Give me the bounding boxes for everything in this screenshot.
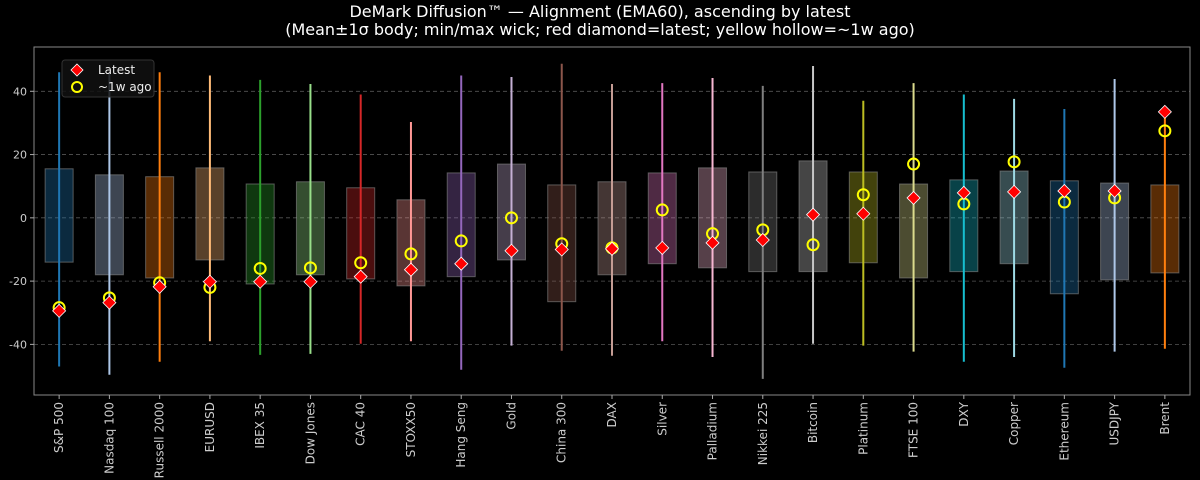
legend-latest-label: Latest	[98, 63, 135, 77]
latest-marker	[1157, 104, 1172, 119]
x-tick-label: Ethereum	[1057, 402, 1071, 461]
week-ago-marker	[504, 211, 518, 225]
box-bitcoin	[798, 65, 828, 344]
latest-marker	[353, 269, 368, 284]
box-russell-2000	[145, 72, 175, 362]
x-tick-label: S&P 500	[52, 402, 66, 453]
box-brent	[1150, 104, 1180, 349]
x-tick-label: Nasdaq 100	[102, 402, 116, 474]
latest-marker	[403, 262, 419, 277]
x-tick-label: Hang Seng	[454, 402, 468, 468]
x-tick-label: Russell 2000	[153, 402, 167, 478]
x-tick-label: Brent	[1158, 402, 1172, 435]
week-ago-marker	[253, 261, 267, 275]
x-tick-label: CAC 40	[354, 402, 368, 446]
box-dow-jones	[295, 84, 325, 354]
chart-subtitle: (Mean±1σ body; min/max wick; red diamond…	[285, 20, 915, 39]
box-eurusd	[195, 75, 225, 342]
week-ago-marker	[907, 157, 921, 171]
latest-marker	[52, 303, 67, 318]
legend-latest-marker	[70, 63, 84, 77]
latest-marker	[755, 232, 770, 248]
box-silver	[647, 83, 677, 342]
x-tick-label: USDJPY	[1108, 401, 1122, 445]
box-ethereum	[1049, 109, 1079, 368]
week-ago-marker	[404, 247, 418, 261]
x-tick-label: EURUSD	[203, 402, 217, 452]
box-nasdaq-100	[94, 72, 124, 375]
week-ago-marker	[1158, 124, 1172, 138]
latest-marker	[454, 256, 469, 271]
latest-marker	[554, 242, 569, 257]
x-tick-label: DAX	[605, 402, 619, 427]
legend-week-ago-label: ~1w ago	[98, 80, 152, 94]
x-tick-label: Silver	[655, 402, 669, 436]
box-usdjpy	[1100, 78, 1130, 352]
latest-marker	[152, 279, 167, 294]
box-platinum	[848, 100, 878, 346]
latest-marker	[504, 243, 519, 258]
box-nikkei-225	[748, 85, 778, 379]
latest-marker	[805, 207, 821, 222]
y-tick-label: 0	[20, 212, 27, 225]
y-axis: -40 -20 0 20 40	[9, 85, 34, 351]
latest-marker	[705, 235, 720, 250]
x-tick-label: China 300	[555, 402, 569, 463]
latest-marker	[303, 274, 318, 289]
latest-marker	[604, 241, 620, 256]
box-dxy	[949, 94, 979, 362]
box-ibex-35	[245, 79, 275, 355]
latest-marker	[655, 240, 670, 255]
box-gold	[496, 77, 526, 346]
latest-marker	[906, 190, 921, 205]
week-ago-marker	[303, 261, 317, 275]
latest-marker	[102, 295, 117, 310]
latest-marker	[1007, 184, 1022, 199]
box-s-p-500	[44, 72, 74, 367]
x-tick-label: FTSE 100	[907, 402, 921, 458]
x-tick-label: Palladium	[706, 402, 720, 460]
latest-marker	[253, 274, 268, 289]
week-ago-marker	[1007, 155, 1021, 169]
box-ftse-100	[899, 83, 929, 352]
latest-marker	[202, 274, 217, 289]
x-tick-label: DXY	[957, 401, 971, 426]
box-china-300	[547, 63, 577, 351]
boxes	[44, 63, 1180, 379]
y-tick-label: 40	[13, 85, 27, 98]
week-ago-marker	[856, 188, 870, 202]
week-ago-marker	[454, 234, 468, 248]
latest-marker	[856, 206, 871, 221]
x-tick-label: Copper	[1007, 402, 1021, 445]
box-dax	[597, 84, 627, 356]
x-tick-label: Nikkei 225	[756, 402, 770, 465]
box-hang-seng	[446, 75, 476, 370]
y-tick-label: 20	[13, 149, 27, 162]
legend-box	[61, 59, 155, 98]
latest-marker	[1107, 183, 1122, 199]
box-palladium	[698, 78, 728, 358]
x-tick-label: Bitcoin	[806, 402, 820, 443]
box-cac-40	[346, 94, 376, 344]
y-tick-label: -20	[9, 275, 27, 288]
x-tick-label: IBEX 35	[253, 402, 267, 449]
latest-marker	[956, 185, 971, 200]
x-tick-label: Platinum	[856, 402, 870, 455]
x-tick-label: Gold	[504, 402, 518, 430]
latest-marker	[1057, 183, 1072, 199]
chart-title: DeMark Diffusion™ — Alignment (EMA60), a…	[349, 2, 850, 21]
legend: Latest ~1w ago	[61, 59, 155, 98]
week-ago-marker	[806, 238, 820, 252]
legend-week-ago-marker	[71, 81, 83, 93]
x-tick-label: Dow Jones	[303, 402, 317, 464]
box-stoxx50	[396, 121, 426, 342]
y-tick-label: -40	[9, 338, 27, 351]
week-ago-marker	[655, 203, 669, 217]
x-axis: S&P 500 Nasdaq 100 Russell 2000 EURUSD IBEX …	[52, 395, 1172, 478]
box-copper	[999, 98, 1029, 358]
x-tick-label: STOXX50	[404, 402, 418, 457]
week-ago-marker	[354, 256, 368, 270]
